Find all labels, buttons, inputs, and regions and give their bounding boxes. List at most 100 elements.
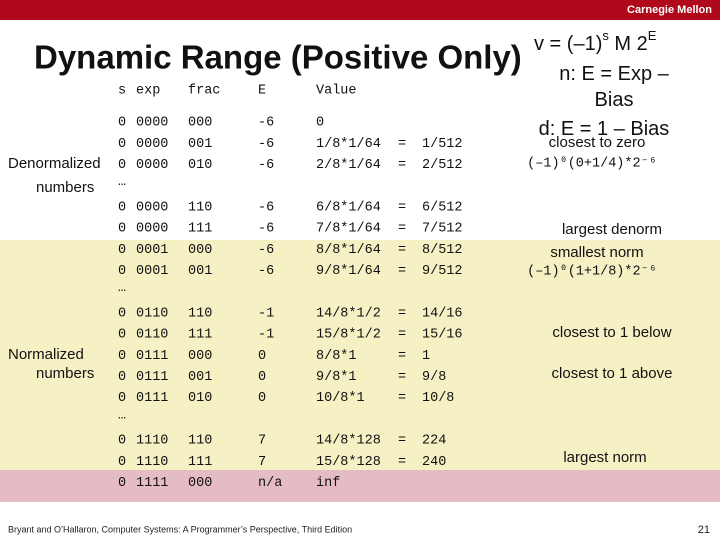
cell: 111 — [188, 455, 212, 470]
ellipsis: … — [118, 281, 126, 296]
cell: 010 — [188, 391, 212, 406]
cell: 7/512 — [422, 222, 463, 237]
cell: 14/8*128 — [316, 434, 381, 449]
cell: = — [398, 158, 406, 173]
formula-part: s — [602, 28, 609, 43]
cell: 9/8*1/64 — [316, 264, 381, 279]
cell: 0111 — [136, 370, 168, 385]
cell: 0111 — [136, 391, 168, 406]
group-label: numbers — [36, 365, 94, 382]
cell: 6/512 — [422, 200, 463, 215]
cell: 0 — [258, 370, 266, 385]
annotation: closest to 1 below — [552, 324, 671, 341]
cell: 8/8*1 — [316, 349, 357, 364]
cell: 0 — [118, 391, 126, 406]
cell: 0 — [316, 116, 324, 131]
cell: 0 — [118, 158, 126, 173]
cell: inf — [316, 476, 340, 491]
cell: 2/8*1/64 — [316, 158, 381, 173]
cell: 15/16 — [422, 328, 463, 343]
cell: = — [398, 200, 406, 215]
cell: 1110 — [136, 455, 168, 470]
cell: = — [398, 243, 406, 258]
annotation: closest to zero — [549, 134, 646, 151]
column-header: exp — [136, 84, 160, 99]
cell: 224 — [422, 434, 446, 449]
cell: 9/512 — [422, 264, 463, 279]
formula-part: E — [648, 28, 657, 43]
cell: 110 — [188, 306, 212, 321]
cell: 6/8*1/64 — [316, 200, 381, 215]
cell: 010 — [188, 158, 212, 173]
cell: 0111 — [136, 349, 168, 364]
cell: 0 — [118, 455, 126, 470]
annotation: largest denorm — [562, 221, 662, 238]
column-header: s — [118, 84, 126, 99]
cell: 001 — [188, 370, 212, 385]
cell: 111 — [188, 222, 212, 237]
cell: 14/8*1/2 — [316, 306, 381, 321]
cell: 000 — [188, 476, 212, 491]
formula-part: v = (–1) — [534, 33, 602, 55]
cell: -1 — [258, 328, 274, 343]
cell: 0110 — [136, 328, 168, 343]
cell: 0000 — [136, 137, 168, 152]
cell: 0 — [118, 243, 126, 258]
group-label: Normalized — [8, 346, 84, 363]
cell: = — [398, 349, 406, 364]
cell: 0 — [118, 328, 126, 343]
annotation: closest to 1 above — [552, 365, 673, 382]
cell: -6 — [258, 222, 274, 237]
cell: 9/8 — [422, 370, 446, 385]
cell: -6 — [258, 264, 274, 279]
cell: 0 — [118, 116, 126, 131]
formula-line: Bias — [595, 89, 634, 111]
cell: 15/8*1/2 — [316, 328, 381, 343]
cell: 0000 — [136, 222, 168, 237]
cell: 1/512 — [422, 137, 463, 152]
cell: 0 — [118, 137, 126, 152]
cell: 0110 — [136, 306, 168, 321]
cell: 7/8*1/64 — [316, 222, 381, 237]
cell: 0 — [118, 434, 126, 449]
formula-part: Bias — [595, 89, 634, 111]
cell: 0 — [118, 349, 126, 364]
cell: 1/8*1/64 — [316, 137, 381, 152]
column-header: frac — [188, 84, 220, 99]
cell: 0 — [118, 200, 126, 215]
cell: 9/8*1 — [316, 370, 357, 385]
cell: 0 — [258, 391, 266, 406]
header-bar — [0, 0, 720, 20]
cell: 0001 — [136, 264, 168, 279]
cell: -6 — [258, 243, 274, 258]
cell: 0000 — [136, 200, 168, 215]
cell: 000 — [188, 349, 212, 364]
column-header: Value — [316, 84, 357, 99]
footer-citation: Bryant and O’Hallaron, Computer Systems:… — [8, 524, 352, 534]
cell: 0001 — [136, 243, 168, 258]
normalized-band — [0, 240, 720, 470]
formula-part: n: E = Exp – — [559, 63, 669, 85]
group-label: numbers — [36, 179, 94, 196]
cell: 1110 — [136, 434, 168, 449]
cell: 111 — [188, 328, 212, 343]
cell: -1 — [258, 306, 274, 321]
cell: 240 — [422, 455, 446, 470]
group-label: Denormalized — [8, 155, 101, 172]
cell: = — [398, 328, 406, 343]
cell: = — [398, 434, 406, 449]
cell: 001 — [188, 264, 212, 279]
cell: 15/8*128 — [316, 455, 381, 470]
cell: 10/8*1 — [316, 391, 365, 406]
cell: = — [398, 391, 406, 406]
formula-line: n: E = Exp – — [559, 63, 669, 85]
cell: 0000 — [136, 116, 168, 131]
cell: 0 — [118, 476, 126, 491]
cell: 10/8 — [422, 391, 454, 406]
cell: 0 — [118, 264, 126, 279]
annotation: (–1)⁰(0+1/4)*2⁻⁶ — [527, 157, 657, 172]
formula-part: M 2 — [609, 33, 648, 55]
annotation: smallest norm — [550, 244, 643, 261]
cell: 110 — [188, 434, 212, 449]
